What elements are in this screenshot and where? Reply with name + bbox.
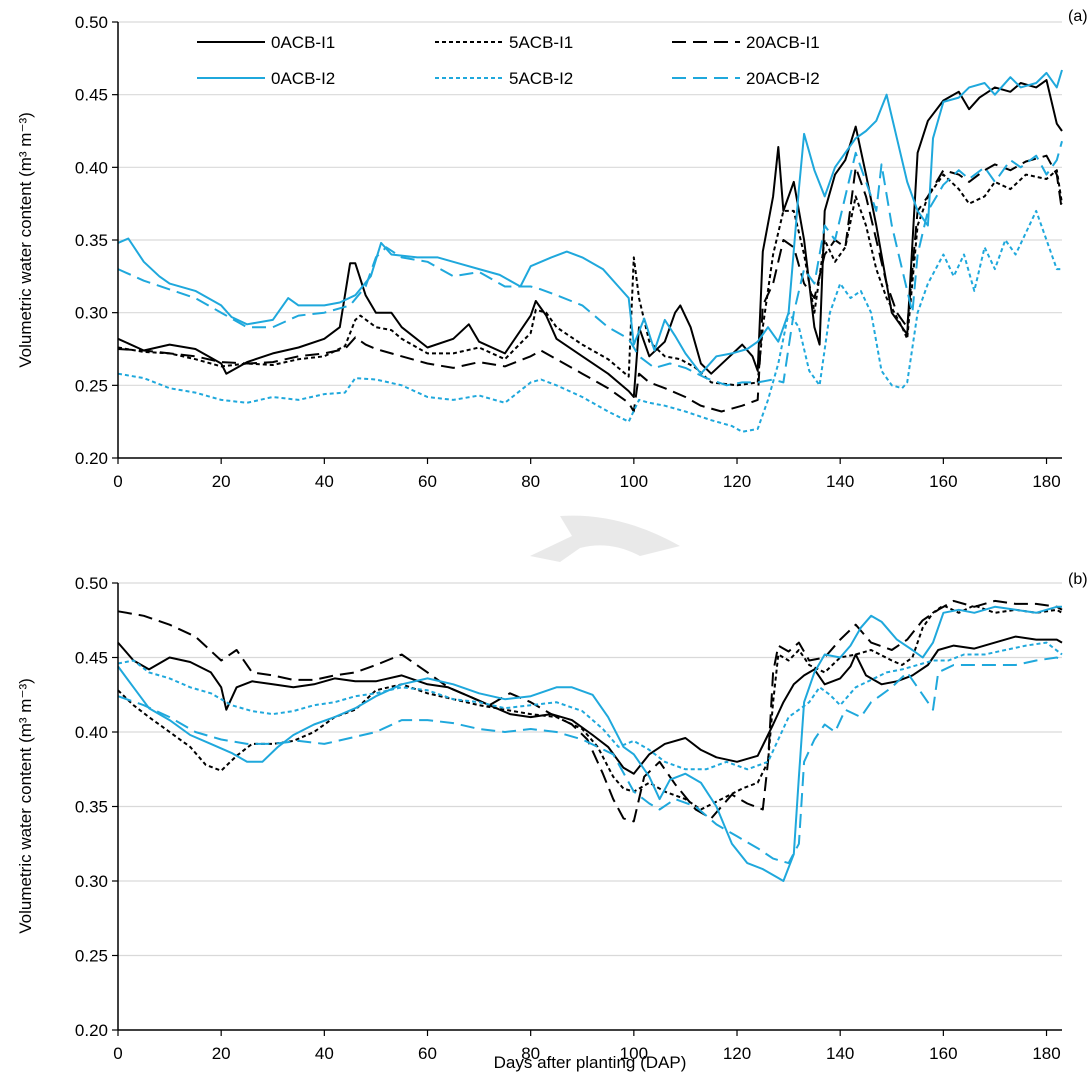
y-tick-label: 0.45 xyxy=(75,86,108,105)
x-tick-label: 60 xyxy=(418,472,437,491)
x-tick-label: 40 xyxy=(315,472,334,491)
series-line-20acb-i1 xyxy=(117,154,1063,413)
x-tick-label: 0 xyxy=(113,472,122,491)
series-line-5acb-i1 xyxy=(117,169,1063,387)
y-tick-label: 0.30 xyxy=(75,304,108,323)
legend-label: 0ACB-I1 xyxy=(271,33,335,52)
y-tick-label: 0.25 xyxy=(75,947,108,966)
x-tick-label: 120 xyxy=(723,1044,751,1063)
y-tick-label: 0.45 xyxy=(75,649,108,668)
y-tick-label: 0.20 xyxy=(75,1021,108,1040)
x-tick-label: 80 xyxy=(521,472,540,491)
legend-label: 0ACB-I2 xyxy=(271,69,335,88)
panel-a-x-ticks: 0 20 40 60 80 100 120 140 160 180 xyxy=(113,458,1061,491)
x-tick-label: 20 xyxy=(212,472,231,491)
panel-a-label: (a) xyxy=(1068,8,1088,25)
x-tick-label: 100 xyxy=(620,1044,648,1063)
legend-label: 20ACB-I2 xyxy=(746,69,820,88)
x-tick-label: 160 xyxy=(929,472,957,491)
panel-a-grid xyxy=(118,21,1062,386)
series-line-5acb-i1 xyxy=(117,604,1063,811)
legend-label: 5ACB-I1 xyxy=(509,33,573,52)
y-tick-label: 0.50 xyxy=(75,13,108,32)
x-tick-label: 160 xyxy=(929,1044,957,1063)
y-tick-label: 0.50 xyxy=(75,574,108,593)
legend: 0ACB-I1 5ACB-I1 20ACB-I1 0ACB-I2 5ACB-I2 20AC… xyxy=(197,33,820,88)
y-tick-label: 0.40 xyxy=(75,158,108,177)
panel-a: 0 20 40 60 80 100 120 140 160 180 0.20 0.25 0.30 0.3… xyxy=(16,8,1088,491)
x-tick-label: 40 xyxy=(315,1044,334,1063)
panel-b-x-ticks: 0 20 40 60 80 100 120 140 160 180 xyxy=(113,1030,1061,1063)
legend-label: 5ACB-I2 xyxy=(509,69,573,88)
panel-a-y-axis-title: Volumetric water content (m³ m⁻³) xyxy=(16,112,35,368)
y-tick-label: 0.35 xyxy=(75,231,108,250)
panel-b-label: (b) xyxy=(1068,571,1088,588)
x-tick-label: 180 xyxy=(1032,1044,1060,1063)
series-line-20acb-i2 xyxy=(117,656,1063,865)
panel-b-y-axis-title: Volumetric water content (m³ m⁻³) xyxy=(16,678,35,934)
y-tick-label: 0.35 xyxy=(75,798,108,817)
x-tick-label: 80 xyxy=(521,1044,540,1063)
x-tick-label: 180 xyxy=(1032,472,1060,491)
panel-a-series xyxy=(117,69,1063,433)
panel-b: 0 20 40 60 80 100 120 140 160 180 0.20 0.25 0.30 0.3… xyxy=(16,571,1088,1072)
series-line-0acb-i1 xyxy=(117,79,1063,398)
x-tick-label: 140 xyxy=(826,1044,854,1063)
x-tick-label: 0 xyxy=(113,1044,122,1063)
x-tick-label: 140 xyxy=(826,472,854,491)
series-line-5acb-i2 xyxy=(117,209,1062,433)
x-tick-label: 120 xyxy=(723,472,751,491)
panel-b-grid xyxy=(118,582,1062,957)
series-line-0acb-i2 xyxy=(117,69,1063,375)
series-line-20acb-i2 xyxy=(117,140,1063,387)
y-tick-label: 0.20 xyxy=(75,449,108,468)
y-tick-label: 0.30 xyxy=(75,872,108,891)
legend-label: 20ACB-I1 xyxy=(746,33,820,52)
series-line-5acb-i2 xyxy=(117,641,1063,771)
watermark-mark xyxy=(530,515,680,562)
panel-b-series xyxy=(117,599,1063,882)
x-tick-label: 60 xyxy=(418,1044,437,1063)
x-tick-label: 100 xyxy=(620,472,648,491)
panel-a-y-ticks: 0.20 0.25 0.30 0.35 0.40 0.45 0.50 xyxy=(75,13,118,468)
series-line-0acb-i2 xyxy=(117,605,1062,882)
y-tick-label: 0.40 xyxy=(75,723,108,742)
y-tick-label: 0.25 xyxy=(75,376,108,395)
x-axis-title: Days after planting (DAP) xyxy=(494,1053,687,1072)
panel-b-y-ticks: 0.20 0.25 0.30 0.35 0.40 0.45 0.50 xyxy=(75,574,118,1040)
x-tick-label: 20 xyxy=(212,1044,231,1063)
